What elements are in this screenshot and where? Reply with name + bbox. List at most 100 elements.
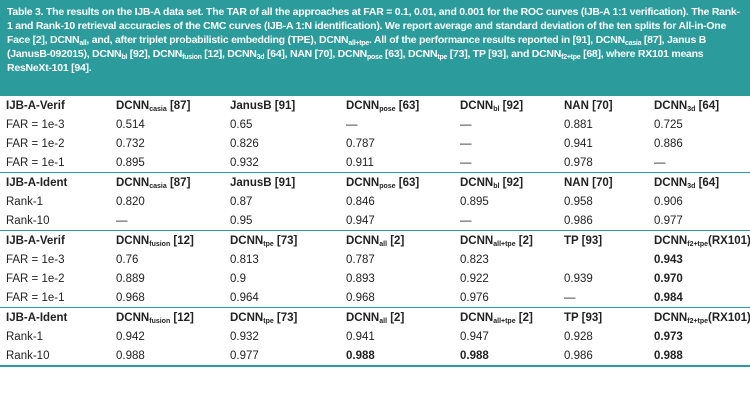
value-cell: 0.820 — [116, 195, 145, 208]
header-cell: JanusB [91] — [224, 172, 340, 192]
caption-subscript: fusion — [182, 54, 202, 61]
value-cell: 0.947 — [346, 214, 375, 227]
header-ref: [2] — [515, 311, 533, 324]
header-text: DCNN — [346, 311, 380, 324]
header-cell: DCNNpose [63] — [340, 172, 454, 192]
header-text: DCNN — [230, 234, 264, 247]
header-text: NAN [70] — [564, 176, 613, 189]
value-cell: 0.823 — [460, 253, 489, 266]
caption-text: Table 3. The results on the IJB-A data s… — [7, 6, 740, 46]
row-label: FAR = 1e-3 — [6, 118, 65, 131]
value-cell: 0.881 — [564, 118, 593, 131]
row-label: FAR = 1e-2 — [6, 137, 65, 150]
value-cell: 0.725 — [654, 118, 683, 131]
header-ref: [12] — [170, 234, 194, 247]
header-text: JanusB [91] — [230, 176, 296, 189]
value-cell: 0.958 — [564, 195, 593, 208]
caption-subscript: casia — [624, 40, 642, 47]
header-ref: [87] — [166, 99, 191, 112]
header-subscript: f2+tpe — [687, 240, 709, 248]
value-cell: — — [346, 118, 358, 131]
header-subscript: f2+tpe — [687, 317, 709, 325]
caption-subscript: pose — [367, 54, 383, 61]
header-text: DCNN — [460, 176, 494, 189]
header-cell: IJB-A-Ident — [0, 307, 110, 327]
caption-subscript: 3d — [256, 54, 265, 61]
header-text: IJB-A-Verif — [6, 99, 65, 112]
header-subscript: fusion — [149, 317, 171, 325]
header-cell: DCNNfusion [12] — [110, 230, 224, 250]
header-text: IJB-A-Ident — [6, 176, 68, 189]
value-cell: 0.986 — [564, 214, 593, 227]
header-row: IJB-A-Verif DCNNfusion [12] DCNNtpe [73] DC… — [0, 230, 750, 250]
value-cell: 0.978 — [564, 156, 593, 169]
value-cell: 0.976 — [460, 291, 489, 304]
header-row: IJB-A-Ident DCNNfusion [12] DCNNtpe [73] DC… — [0, 307, 750, 327]
caption-subscript: all+tpe — [348, 40, 369, 47]
value-cell: 0.911 — [346, 156, 374, 169]
data-row: Rank-10 — 0.95 0.947 — 0.986 0.977 — [0, 211, 750, 231]
header-row: IJB-A-Ident DCNNcasia [87] JanusB [91] DCNN… — [0, 172, 750, 192]
row-label: FAR = 1e-1 — [6, 291, 65, 304]
table-caption: Table 3. The results on the IJB-A data s… — [0, 0, 750, 96]
header-text: DCNN — [346, 99, 380, 112]
header-subscript: all+tpe — [493, 240, 516, 248]
caption-text: [64], NAN [70], DCNN — [264, 48, 367, 60]
value-cell: 0.514 — [116, 118, 145, 131]
data-row: FAR = 1e-1 0.968 0.964 0.968 0.976 — 0.984 — [0, 288, 750, 308]
header-subscript: fusion — [149, 240, 171, 248]
header-ref: (RX101) [68] — [708, 234, 750, 247]
header-ref: [2] — [387, 234, 405, 247]
caption-text: , and, after triplet probabilistic embed… — [86, 34, 349, 46]
header-subscript: casia — [149, 105, 167, 113]
header-text: TP [93] — [564, 234, 603, 247]
header-ref: [64] — [695, 99, 720, 112]
value-cell: 0.9 — [230, 272, 246, 285]
header-cell: TP [93] — [558, 307, 648, 327]
header-text: DCNN — [654, 234, 688, 247]
caption-subscript: all — [79, 40, 87, 47]
value-cell: 0.986 — [564, 349, 593, 362]
caption-text: [12], DCNN — [201, 48, 257, 60]
header-subscript: bl — [493, 105, 500, 113]
caption-text: [92], DCNN — [127, 48, 183, 60]
value-cell: 0.932 — [230, 330, 259, 343]
value-cell: 0.964 — [230, 291, 259, 304]
header-text: DCNN — [116, 176, 150, 189]
header-text: TP [93] — [564, 311, 603, 324]
data-row: Rank-1 0.820 0.87 0.846 0.895 0.958 0.906 — [0, 192, 750, 211]
header-text: JanusB [91] — [230, 99, 296, 112]
header-ref: [2] — [387, 311, 405, 324]
value-cell: — — [116, 214, 128, 227]
header-text: IJB-A-Verif — [6, 234, 65, 247]
row-label: FAR = 1e-3 — [6, 253, 65, 266]
data-row: Rank-1 0.942 0.932 0.941 0.947 0.928 0.973 — [0, 327, 750, 346]
header-text: NAN [70] — [564, 99, 613, 112]
header-ref: [63] — [395, 99, 420, 112]
header-ref: (RX101) [68] — [708, 311, 750, 324]
header-ref: [92] — [499, 176, 524, 189]
header-cell: DCNNcasia [87] — [110, 96, 224, 115]
header-subscript: all — [379, 240, 388, 248]
value-cell: 0.826 — [230, 137, 259, 150]
value-cell: — — [460, 137, 472, 150]
header-subscript: tpe — [263, 240, 274, 248]
value-cell: 0.895 — [116, 156, 145, 169]
caption-text: [63], DCNN — [382, 48, 438, 60]
value-cell: 0.895 — [460, 195, 489, 208]
header-cell: IJB-A-Verif — [0, 96, 110, 115]
value-cell: 0.893 — [346, 272, 375, 285]
header-cell: DCNNtpe [73] — [224, 230, 340, 250]
header-cell: DCNNbl [92] — [454, 96, 558, 115]
data-row: Rank-10 0.988 0.977 0.988 0.988 0.986 0.988 — [0, 346, 750, 366]
value-cell: 0.889 — [116, 272, 145, 285]
header-text: DCNN — [654, 176, 688, 189]
value-cell: 0.732 — [116, 137, 145, 150]
caption-text: [87], Janus B (JanusB-092015), DCNN — [7, 34, 707, 60]
header-text: DCNN — [346, 176, 380, 189]
value-cell: 0.95 — [230, 214, 253, 227]
header-subscript: all — [379, 317, 388, 325]
header-ref: [73] — [273, 311, 298, 324]
header-subscript: bl — [493, 182, 500, 190]
header-cell: DCNNall+tpe [2] — [454, 230, 558, 250]
